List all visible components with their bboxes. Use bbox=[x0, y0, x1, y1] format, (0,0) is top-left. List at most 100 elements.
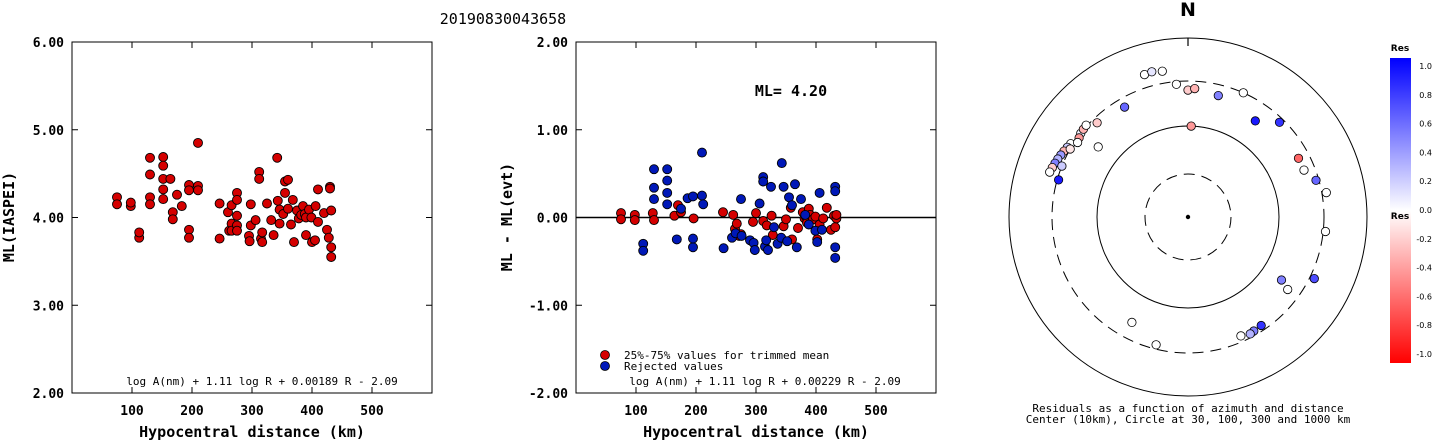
y-axis-label: ML - ML(evt) bbox=[498, 163, 516, 271]
data-point bbox=[286, 219, 296, 230]
data-point bbox=[649, 215, 659, 226]
data-point bbox=[172, 189, 182, 200]
station-point bbox=[1213, 91, 1223, 101]
data-point bbox=[748, 216, 758, 227]
data-point bbox=[688, 233, 698, 244]
colorbar-tick-label: 1.0 bbox=[1419, 62, 1432, 71]
station-point bbox=[1151, 340, 1161, 350]
data-point bbox=[272, 152, 283, 163]
data-point bbox=[787, 200, 797, 211]
x-tick-label: 400 bbox=[804, 404, 828, 419]
data-point bbox=[769, 222, 779, 233]
data-point bbox=[629, 215, 640, 226]
data-point bbox=[766, 210, 777, 221]
station-point bbox=[1120, 102, 1130, 112]
data-point bbox=[649, 182, 659, 193]
ring-30km bbox=[1144, 173, 1232, 261]
data-point bbox=[697, 147, 707, 158]
station-point bbox=[1190, 84, 1200, 94]
y-tick-label: 6.00 bbox=[33, 36, 64, 51]
axis-ticks: 100 200 300 400 500 -2.00 -1.00 0.00 1.00 2.00 bbox=[529, 36, 936, 419]
data-point bbox=[301, 230, 311, 241]
data-point bbox=[289, 237, 299, 248]
y-tick-label: 2.00 bbox=[33, 387, 64, 402]
data-point bbox=[232, 210, 242, 221]
epicenter-dot bbox=[1185, 214, 1191, 220]
data-point bbox=[649, 194, 659, 205]
data-point bbox=[134, 227, 145, 238]
colorbar-tick-label: 0.2 bbox=[1419, 177, 1432, 186]
data-point bbox=[649, 164, 659, 175]
north-label: N bbox=[1180, 0, 1196, 21]
axis-ticks: 100 200 300 400 500 2.00 3.00 4.00 5.00 6.00 bbox=[33, 36, 432, 419]
polar-caption-line-1: Residuals as a function of azimuth and d… bbox=[1032, 402, 1343, 415]
data-point bbox=[761, 235, 772, 246]
y-tick-label: 1.00 bbox=[537, 124, 568, 139]
y-tick-label: 0.00 bbox=[537, 212, 568, 227]
data-point bbox=[662, 164, 673, 175]
data-point bbox=[232, 194, 242, 205]
magnitude-distance-panel: 100 200 300 400 500 2.00 3.00 4.00 5.00 6.00 log … bbox=[0, 36, 433, 441]
data-point bbox=[125, 197, 136, 208]
data-point bbox=[736, 230, 747, 241]
data-point bbox=[749, 245, 760, 255]
y-tick-label: 5.00 bbox=[33, 124, 64, 139]
data-point bbox=[280, 187, 290, 198]
x-tick-label: 100 bbox=[120, 404, 144, 419]
data-point bbox=[763, 245, 773, 255]
station-point bbox=[1045, 167, 1055, 177]
data-point bbox=[184, 232, 194, 243]
colorbar-tick-label: -0.6 bbox=[1416, 292, 1432, 301]
data-point bbox=[176, 201, 187, 212]
colorbar-tick-label: -0.4 bbox=[1416, 264, 1432, 273]
data-point bbox=[818, 213, 829, 224]
data-point bbox=[671, 234, 682, 245]
data-point bbox=[688, 213, 699, 224]
y-tick-label: 2.00 bbox=[537, 36, 568, 51]
station-point bbox=[1093, 142, 1103, 152]
data-point bbox=[158, 160, 169, 171]
station-point bbox=[1171, 79, 1182, 89]
data-point bbox=[158, 184, 169, 195]
legend-marker-rejected bbox=[600, 361, 610, 371]
colorbar-tick-label: -1.0 bbox=[1416, 350, 1432, 359]
data-point bbox=[778, 181, 789, 192]
x-tick-label: 400 bbox=[300, 404, 324, 419]
attenuation-formula: log A(nm) + 1.11 log R + 0.00189 R - 2.0… bbox=[126, 375, 398, 388]
data-point bbox=[250, 215, 261, 226]
station-point bbox=[1283, 284, 1293, 295]
station-point bbox=[1276, 275, 1287, 285]
station-point bbox=[1274, 117, 1285, 127]
data-point bbox=[313, 184, 323, 195]
station-point bbox=[1256, 320, 1266, 331]
data-point bbox=[821, 202, 832, 213]
data-point bbox=[812, 237, 823, 248]
y-tick-label: 3.00 bbox=[33, 299, 64, 314]
station-point bbox=[1065, 144, 1075, 154]
station-point bbox=[1081, 120, 1091, 130]
data-point bbox=[326, 252, 337, 262]
data-point bbox=[736, 194, 746, 205]
data-point bbox=[781, 214, 791, 225]
data-point bbox=[274, 218, 285, 229]
data-point bbox=[814, 187, 825, 198]
x-tick-label: 300 bbox=[240, 404, 264, 419]
station-points bbox=[1045, 66, 1331, 350]
station-point bbox=[1186, 121, 1196, 131]
data-point bbox=[323, 232, 334, 243]
station-point bbox=[1250, 116, 1260, 126]
station-point bbox=[1321, 188, 1331, 198]
station-point bbox=[1054, 175, 1064, 185]
colorbar-tick-label: -0.8 bbox=[1416, 321, 1432, 330]
data-point bbox=[310, 235, 320, 246]
data-point bbox=[830, 222, 841, 233]
x-axis-label: Hypocentral distance (km) bbox=[643, 423, 869, 441]
data-point bbox=[776, 158, 787, 169]
data-point bbox=[112, 199, 122, 210]
data-point bbox=[326, 205, 337, 216]
data-point bbox=[662, 199, 673, 210]
data-point bbox=[262, 198, 272, 209]
colorbar-gradient bbox=[1390, 58, 1411, 363]
colorbar-side-title: Res bbox=[1391, 212, 1409, 222]
colorbar-tick-label: 0.6 bbox=[1419, 120, 1432, 129]
